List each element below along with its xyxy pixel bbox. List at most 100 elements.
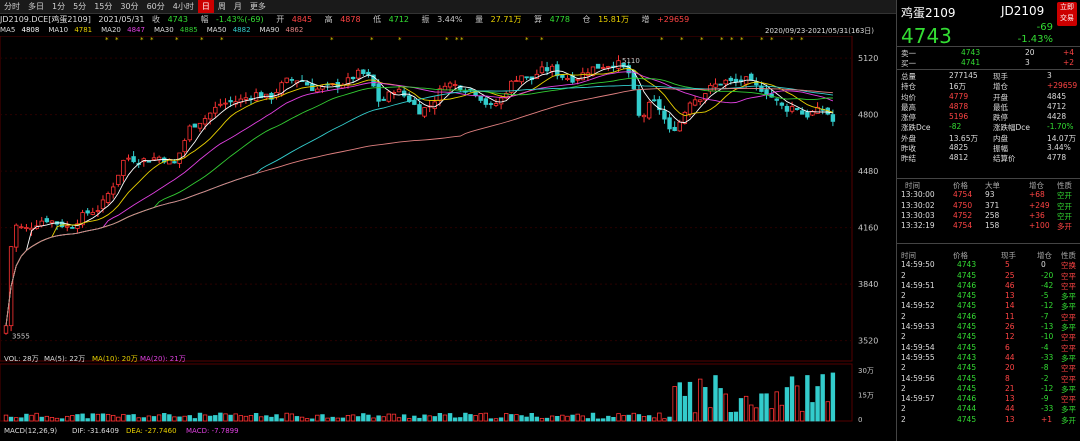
volume-bar: [100, 413, 106, 422]
trade-row-7-cell-1: 4745: [957, 332, 977, 342]
volume-bar: [442, 414, 448, 422]
candle-body: [601, 67, 606, 69]
trade-row-4: 14:59:52 4745 14 -12 多平: [897, 301, 1080, 311]
volume-bar: [162, 413, 167, 422]
candle-body: [606, 66, 611, 69]
trade-row-3-cell-4: 多平: [1061, 292, 1076, 302]
volume-bar: [85, 418, 90, 422]
big-order-row-3-cell-0: 13:32:19: [901, 221, 935, 231]
big-order-row-2-cell-3: +36: [1029, 210, 1045, 220]
period-tab-9[interactable]: 周: [217, 2, 226, 11]
volume-bar: [769, 408, 774, 422]
period-tab-5[interactable]: 30分: [120, 2, 139, 11]
candle-body: [733, 78, 739, 83]
period-tab-6[interactable]: 60分: [146, 2, 165, 11]
big-order-row-3-cell-1: 4754: [953, 221, 973, 231]
stats-row-2-cell-0: 均价: [901, 92, 916, 102]
trade-row-11-cell-1: 4745: [957, 373, 977, 383]
volume-bar: [534, 416, 540, 422]
trade-row-4-cell-0: 14:59:52: [901, 301, 935, 311]
macd-label-3: MACD: -7.7899: [186, 427, 239, 435]
trade-row-15-cell-4: 多开: [1061, 415, 1076, 425]
volume-bar: [248, 415, 254, 422]
volume-bar: [728, 412, 734, 422]
trade-row-13: 14:59:57 4746 13 -9 空平: [897, 394, 1080, 404]
trade-row-4-cell-1: 4745: [957, 301, 977, 311]
ma-label: MA10: [48, 26, 71, 34]
period-tab-11[interactable]: 更多: [249, 2, 266, 11]
volume-bar: [749, 404, 754, 422]
trade-row-10-cell-2: 20: [1005, 363, 1015, 373]
signal-star-icon: *: [200, 36, 204, 44]
trade-row-8-cell-4: 空平: [1061, 343, 1076, 353]
period-tab-10[interactable]: 月: [233, 2, 242, 11]
candle-body: [182, 140, 187, 153]
volume-bar: [631, 412, 637, 422]
volume-bar: [825, 401, 830, 422]
low-value: 4712: [388, 15, 409, 24]
stats-row-8: 昨结 4812 结算价 4778: [897, 153, 1080, 163]
period-tab-0[interactable]: 分时: [4, 2, 20, 11]
stats-row-2-cell-2: 开盘: [993, 92, 1008, 102]
big-orders-header-cell-2: 大单: [985, 181, 1000, 190]
signal-star-icon: *: [760, 36, 764, 44]
stats-row-2-cell-3: 4845: [1047, 91, 1067, 101]
signal-star-icon: *: [398, 36, 402, 44]
high-label: 高: [324, 15, 333, 24]
candle-body: [39, 220, 44, 227]
candle-body: [657, 99, 662, 111]
signal-star-icon: *: [770, 36, 774, 44]
volume-bar: [667, 416, 672, 422]
volume-bar: [601, 418, 606, 422]
candle-body: [355, 69, 361, 79]
volume-bar: [555, 415, 560, 422]
candle-body: [483, 98, 489, 105]
period-tab-8[interactable]: 日: [197, 0, 214, 13]
candle-body: [417, 104, 422, 115]
volume-bar: [687, 381, 693, 422]
volume-bar: [207, 415, 213, 422]
ma-label: MA90: [259, 26, 282, 34]
trade-row-10-cell-0: 2: [901, 363, 906, 373]
volume-ma20: MA(20): 21万: [140, 355, 186, 363]
candle-body: [207, 112, 213, 120]
candle-body: [504, 92, 509, 99]
candle-body: [442, 85, 448, 91]
trade-row-15-cell-0: 2: [901, 414, 906, 424]
signal-star-icon: *: [220, 36, 224, 44]
big-order-row-3-cell-4: 多开: [1057, 222, 1072, 232]
amp-value: 3.44%: [437, 15, 463, 24]
ma-label: MA20: [101, 26, 124, 34]
period-tab-7[interactable]: 4小时: [172, 2, 194, 11]
trade-row-7-cell-0: 2: [901, 332, 906, 342]
volume-bar: [238, 415, 243, 422]
candle-body: [560, 74, 565, 78]
stats-row-4-cell-0: 涨停: [901, 113, 916, 123]
volume-bar: [172, 416, 177, 422]
stats-row-3-cell-3: 4712: [1047, 101, 1067, 111]
period-tab-3[interactable]: 5分: [73, 2, 87, 11]
volume-bar: [274, 414, 279, 422]
period-tab-1[interactable]: 多日: [28, 2, 44, 11]
stats-row-5-cell-0: 涨跌Dce: [901, 123, 931, 133]
macd-label-0: MACD(12,26,9): [4, 427, 57, 435]
volume-bar: [570, 414, 575, 422]
volume-bar: [44, 415, 50, 422]
candle-body: [259, 92, 264, 99]
candle-body: [197, 122, 203, 129]
trade-row-9-cell-0: 14:59:55: [901, 352, 935, 362]
volume-bar: [759, 393, 764, 422]
period-tab-2[interactable]: 1分: [52, 2, 66, 11]
ma-value: 4847: [127, 26, 145, 34]
stats-row-7-cell-1: 4825: [949, 143, 969, 153]
quote-info-row: JD2109.DCE[鸡蛋2109] 2021/05/31 收 4743 幅 -…: [0, 14, 893, 25]
period-tab-4[interactable]: 15分: [94, 2, 113, 11]
volume-bar: [39, 416, 44, 422]
symbol: JD2109.DCE[鸡蛋2109]: [0, 15, 91, 24]
trade-now-button[interactable]: 立即交易: [1057, 2, 1077, 26]
trade-row-2-cell-0: 14:59:51: [901, 280, 935, 290]
candle-body: [616, 60, 621, 69]
volume-bar: [549, 415, 555, 422]
volume-bar: [830, 372, 836, 422]
